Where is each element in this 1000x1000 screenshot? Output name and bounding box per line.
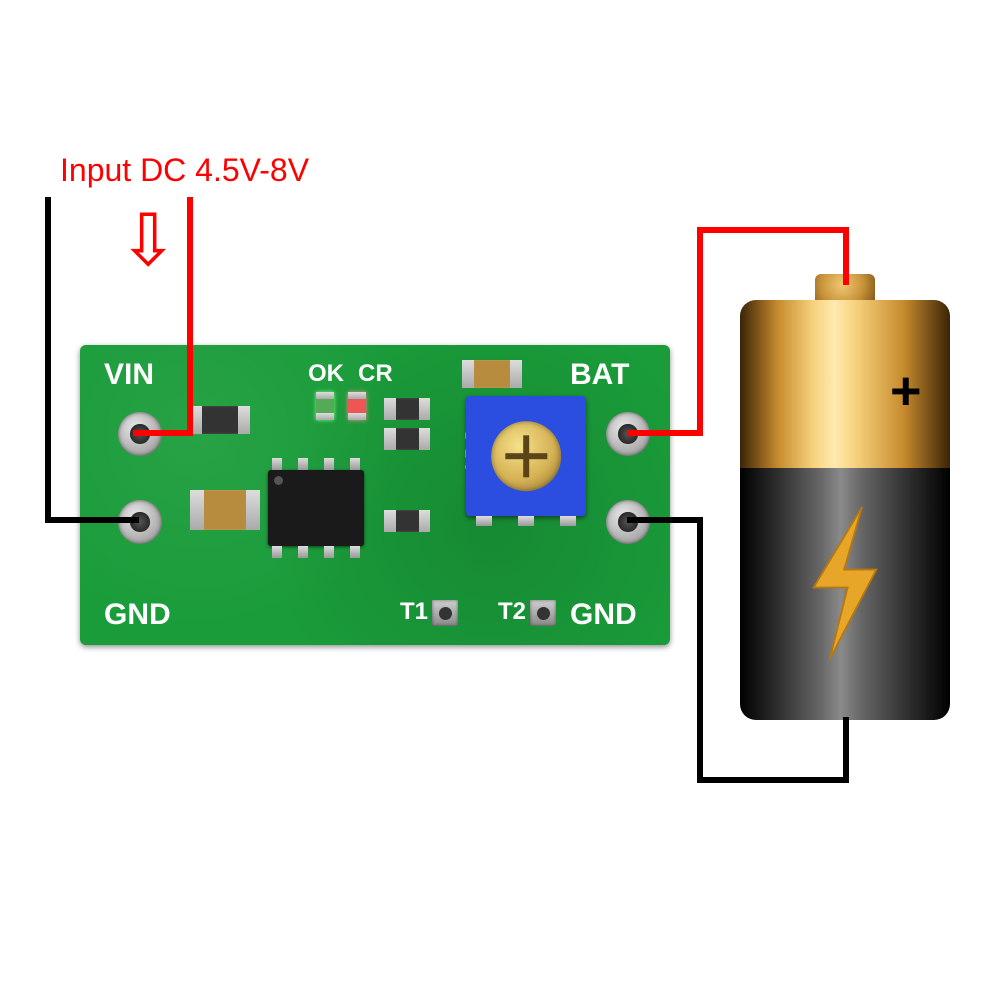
ic-chip <box>268 470 364 546</box>
pad-t1 <box>432 600 458 626</box>
silk-ok: OK <box>308 360 344 388</box>
cr-led-icon <box>348 392 366 420</box>
adj-trimpot <box>466 396 586 516</box>
silk-cr: CR <box>358 360 393 388</box>
smd-resistor-3 <box>384 428 430 450</box>
silk-t1: T1 <box>400 598 428 626</box>
diagram-canvas: Input DC 4.5V-8V ⇩ VIN OK CR BAT ADJ GND… <box>0 0 1000 1000</box>
battery-bolt-icon <box>800 498 890 668</box>
silk-gnd-right: GND <box>570 598 637 632</box>
battery-bottom-section <box>740 468 950 720</box>
input-arrow-icon: ⇩ <box>118 205 178 277</box>
smd-resistor-1 <box>190 406 250 434</box>
pcb-board: VIN OK CR BAT ADJ GND T1 T2 GND <box>80 345 670 645</box>
ok-led-icon <box>316 392 334 420</box>
silk-t2: T2 <box>498 598 526 626</box>
silk-gnd-left: GND <box>104 598 171 632</box>
smd-capacitor-2 <box>462 360 522 388</box>
pad-gnd-left <box>118 500 162 544</box>
battery-top-section: + <box>740 300 950 468</box>
pad-bat <box>606 412 650 456</box>
input-voltage-label: Input DC 4.5V-8V <box>60 152 309 189</box>
silk-bat: BAT <box>570 358 629 392</box>
battery-icon: + <box>740 300 950 720</box>
smd-resistor-4 <box>384 510 430 532</box>
pad-t2 <box>530 600 556 626</box>
silk-vin: VIN <box>104 358 154 392</box>
battery-plus-icon: + <box>890 360 922 422</box>
smd-capacitor-1 <box>190 490 260 530</box>
pad-gnd-right <box>606 500 650 544</box>
smd-resistor-2 <box>384 398 430 420</box>
pad-vin <box>118 412 162 456</box>
